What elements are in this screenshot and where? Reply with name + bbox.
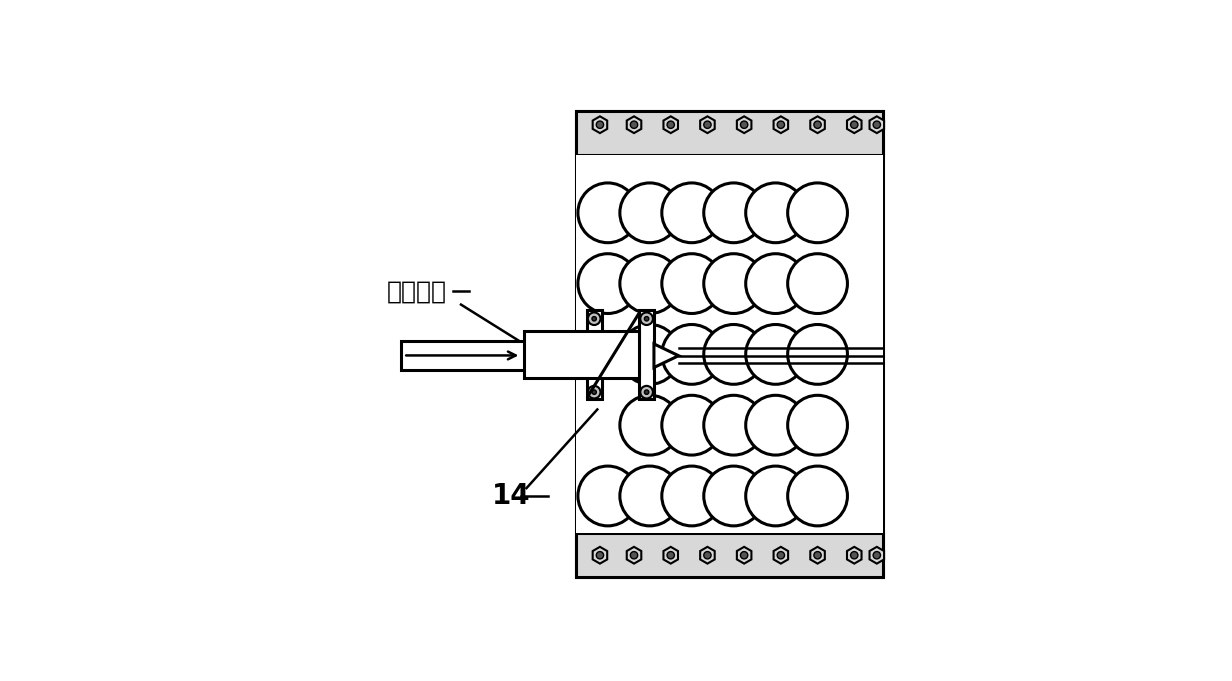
Bar [400,340,586,370]
Circle shape [588,386,600,398]
Circle shape [662,466,722,526]
Circle shape [703,466,764,526]
Bar [524,331,639,378]
Circle shape [667,552,674,559]
Circle shape [814,121,822,129]
Circle shape [644,390,649,394]
Circle shape [745,254,806,313]
Circle shape [777,121,785,129]
Polygon shape [700,116,715,133]
Circle shape [814,552,822,559]
Circle shape [703,325,764,384]
Circle shape [745,325,806,384]
Circle shape [745,395,806,455]
Bar [577,110,883,155]
Polygon shape [811,116,824,133]
Circle shape [662,254,722,313]
Circle shape [620,466,680,526]
Polygon shape [654,344,679,368]
Circle shape [740,121,748,129]
Polygon shape [870,116,885,133]
Bar [586,310,601,399]
Circle shape [591,390,596,394]
Polygon shape [846,116,861,133]
Circle shape [667,121,674,129]
Circle shape [787,466,848,526]
Circle shape [588,313,600,325]
Polygon shape [811,547,824,564]
Circle shape [787,395,848,455]
Text: 水流方向: 水流方向 [387,279,446,304]
Circle shape [740,552,748,559]
Polygon shape [870,547,885,564]
Polygon shape [700,547,715,564]
Circle shape [777,552,785,559]
Circle shape [745,466,806,526]
Circle shape [787,325,848,384]
Circle shape [620,395,680,455]
Circle shape [591,317,596,321]
Circle shape [620,254,680,313]
Circle shape [662,395,722,455]
Polygon shape [593,547,607,564]
Circle shape [703,552,711,559]
Text: 14: 14 [492,482,530,510]
Polygon shape [774,116,788,133]
Circle shape [631,121,638,129]
Circle shape [596,552,604,559]
Circle shape [873,552,881,559]
Circle shape [703,395,764,455]
Bar [577,155,883,533]
Circle shape [662,325,722,384]
Polygon shape [664,547,678,564]
Circle shape [850,121,857,129]
Polygon shape [846,547,861,564]
Polygon shape [593,116,607,133]
Circle shape [596,121,604,129]
Polygon shape [664,116,678,133]
Circle shape [631,552,638,559]
Circle shape [641,386,653,398]
Circle shape [644,317,649,321]
Polygon shape [737,116,752,133]
Circle shape [620,183,680,242]
Polygon shape [627,547,642,564]
Bar [577,110,883,577]
Circle shape [873,121,881,129]
Polygon shape [774,547,788,564]
Circle shape [745,183,806,242]
Circle shape [703,183,764,242]
Circle shape [641,313,653,325]
Circle shape [703,121,711,129]
Circle shape [578,466,638,526]
Bar [577,533,883,577]
Polygon shape [737,547,752,564]
Circle shape [787,254,848,313]
Circle shape [662,183,722,242]
Circle shape [578,183,638,242]
Circle shape [578,254,638,313]
Circle shape [850,552,857,559]
Polygon shape [627,116,642,133]
Circle shape [703,254,764,313]
Circle shape [787,183,848,242]
Bar [639,310,654,399]
Circle shape [620,325,680,384]
